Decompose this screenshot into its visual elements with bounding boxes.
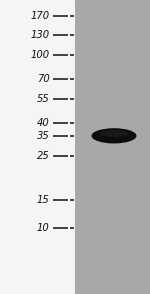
Text: 10: 10 <box>37 223 50 233</box>
Text: 40: 40 <box>37 118 50 128</box>
FancyBboxPatch shape <box>0 0 75 294</box>
Ellipse shape <box>92 128 136 143</box>
Text: 35: 35 <box>37 131 50 141</box>
Text: 100: 100 <box>30 50 50 60</box>
Ellipse shape <box>99 130 129 137</box>
FancyBboxPatch shape <box>75 0 150 294</box>
Text: 70: 70 <box>37 74 50 84</box>
Text: 55: 55 <box>37 94 50 104</box>
Text: 170: 170 <box>30 11 50 21</box>
Text: 25: 25 <box>37 151 50 161</box>
Text: 130: 130 <box>30 30 50 40</box>
Text: 15: 15 <box>37 195 50 205</box>
